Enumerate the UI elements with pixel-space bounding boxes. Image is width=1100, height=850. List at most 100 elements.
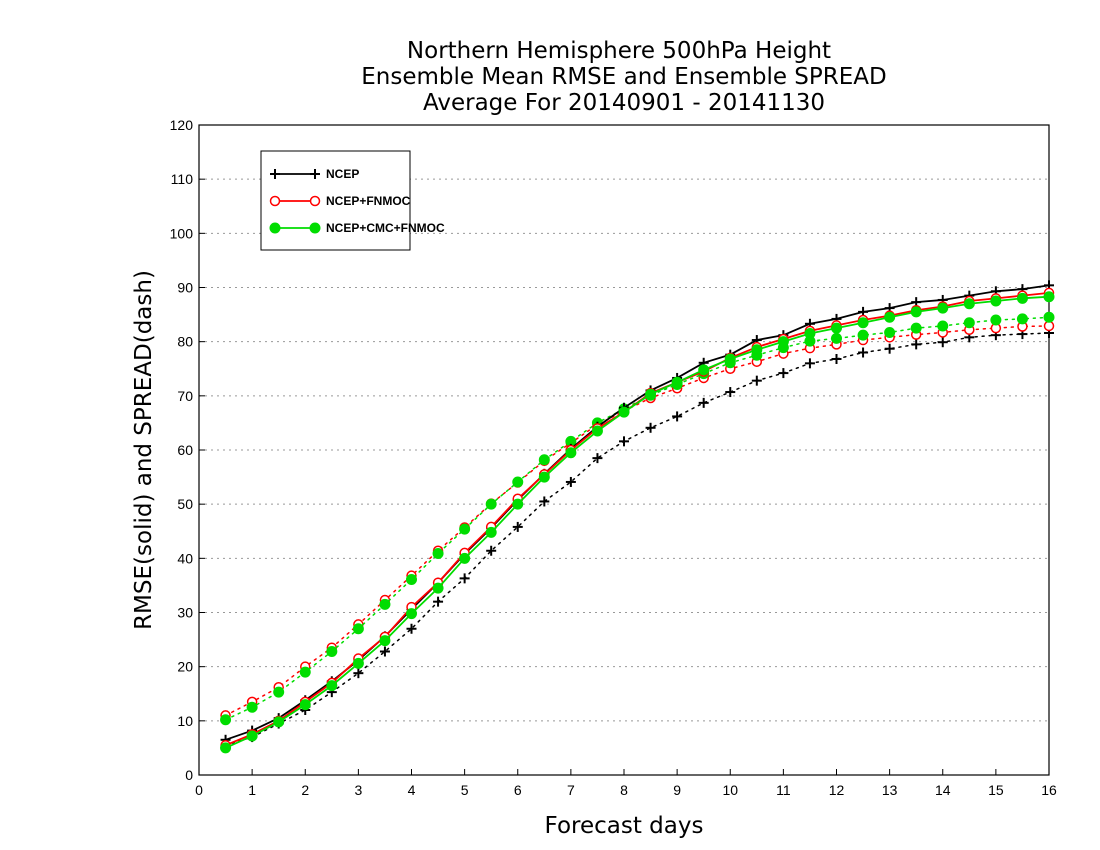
point-rmse-ncep-cmc-fnmoc	[379, 635, 391, 647]
y-tick-label: 20	[177, 659, 193, 675]
point-spread-ncep	[433, 596, 444, 607]
y-tick-label: 10	[177, 713, 193, 729]
series-rmse-line-ncep-fnmoc	[225, 292, 1050, 747]
x-tick-label: 15	[988, 782, 1004, 798]
y-axis-label: RMSE(solid) and SPREAD(dash)	[131, 270, 157, 630]
chart-title-line-2: Ensemble Mean RMSE and Ensemble SPREAD	[361, 64, 886, 90]
y-tick-label: 0	[185, 767, 193, 783]
point-spread-ncep	[459, 573, 470, 584]
x-tick-label: 14	[935, 782, 951, 798]
point-spread-ncep-cmc-fnmoc	[1043, 311, 1055, 323]
point-rmse-ncep-cmc-fnmoc	[857, 317, 869, 329]
x-tick-label: 13	[882, 782, 898, 798]
x-tick-label: 10	[722, 782, 738, 798]
x-tick-label: 1	[248, 782, 256, 798]
point-rmse-ncep-cmc-fnmoc	[884, 311, 896, 323]
point-spread-ncep	[698, 397, 709, 408]
point-spread-ncep-cmc-fnmoc	[857, 329, 869, 341]
point-spread-ncep-cmc-fnmoc	[459, 523, 471, 535]
series-spread-line-ncep	[224, 332, 1050, 746]
point-rmse-ncep-cmc-fnmoc	[831, 322, 842, 334]
y-tick-label: 70	[177, 388, 193, 404]
point-spread-ncep	[725, 387, 736, 398]
point-spread-ncep	[512, 521, 523, 532]
point-rmse-ncep-cmc-fnmoc	[432, 582, 444, 594]
point-spread-ncep	[778, 368, 789, 379]
point-spread-ncep-cmc-fnmoc	[326, 646, 338, 657]
series-layer	[220, 280, 1055, 754]
point-rmse-ncep-cmc-fnmoc	[538, 471, 550, 483]
x-tick-label: 16	[1041, 782, 1057, 798]
point-rmse-ncep-cmc-fnmoc	[645, 388, 657, 400]
x-tick-label: 4	[408, 782, 416, 798]
point-spread-ncep-cmc-fnmoc	[538, 454, 550, 466]
point-spread-ncep	[645, 422, 656, 433]
point-rmse-ncep-cmc-fnmoc	[299, 699, 311, 711]
point-spread-ncep	[804, 358, 815, 369]
point-spread-ncep	[379, 646, 390, 657]
point-spread-ncep-cmc-fnmoc	[299, 666, 311, 678]
point-spread-ncep-cmc-fnmoc	[273, 686, 285, 698]
x-axis-label: Forecast days	[545, 813, 704, 839]
legend-marker-ncep-cmc-fnmoc	[309, 222, 321, 234]
y-tick-label: 80	[177, 334, 193, 350]
point-spread-ncep	[911, 339, 922, 350]
point-spread-ncep	[884, 343, 895, 354]
legend-label-ncep: NCEP	[326, 167, 359, 181]
chart-title-line-3: Average For 20140901 - 20141130	[423, 90, 825, 116]
point-spread-ncep-cmc-fnmoc	[246, 701, 258, 713]
point-spread-ncep	[858, 347, 869, 358]
x-tick-label: 3	[354, 782, 362, 798]
chart-title-line-1: Northern Hemisphere 500hPa Height	[407, 38, 831, 64]
point-rmse-ncep-cmc-fnmoc	[220, 742, 232, 754]
y-tick-label: 40	[177, 550, 193, 566]
point-spread-ncep	[539, 496, 550, 507]
point-rmse-ncep-cmc-fnmoc	[963, 298, 975, 310]
point-rmse-ncep-cmc-fnmoc	[591, 425, 603, 437]
point-spread-ncep-cmc-fnmoc	[352, 623, 364, 635]
series-spread-line-ncep-cmc-fnmoc	[224, 316, 1050, 721]
legend-marker-ncep-cmc-fnmoc	[269, 222, 281, 234]
x-tick-label: 7	[567, 782, 575, 798]
point-spread-ncep-cmc-fnmoc	[1016, 313, 1028, 325]
y-tick-label: 110	[171, 171, 194, 187]
point-spread-ncep-cmc-fnmoc	[432, 547, 444, 559]
legend-marker-ncep	[310, 169, 320, 179]
x-tick-label: 9	[673, 782, 681, 798]
x-tick-label: 8	[620, 782, 628, 798]
gridlines	[199, 178, 1049, 722]
point-rmse-ncep-cmc-fnmoc	[352, 657, 364, 669]
point-rmse-ncep-cmc-fnmoc	[565, 447, 577, 459]
point-rmse-ncep-cmc-fnmoc	[698, 364, 710, 376]
x-tick-label: 2	[301, 782, 309, 798]
point-spread-ncep	[486, 545, 497, 556]
x-tick-label: 6	[514, 782, 522, 798]
x-tick-label: 0	[195, 782, 203, 798]
point-rmse-ncep-cmc-fnmoc	[937, 302, 949, 314]
point-spread-ncep-fnmoc	[1043, 320, 1055, 332]
point-spread-ncep	[406, 623, 417, 634]
point-spread-ncep	[565, 476, 576, 487]
legend-label-ncep-cmc-fnmoc: NCEP+CMC+FNMOC	[326, 221, 445, 235]
point-rmse-ncep-cmc-fnmoc	[406, 608, 417, 620]
x-tick-label: 5	[461, 782, 469, 798]
point-rmse-ncep-cmc-fnmoc	[1043, 291, 1055, 303]
point-rmse-ncep-cmc-fnmoc	[246, 730, 258, 742]
point-rmse-ncep-cmc-fnmoc	[910, 306, 922, 318]
point-spread-ncep-cmc-fnmoc	[485, 498, 497, 510]
point-rmse-ncep-cmc-fnmoc	[990, 295, 1002, 307]
point-spread-ncep	[592, 453, 603, 464]
point-spread-ncep-cmc-fnmoc	[910, 322, 922, 334]
point-spread-ncep	[937, 337, 948, 348]
legend-marker-ncep	[270, 169, 280, 179]
x-tick-label: 11	[776, 782, 791, 798]
point-rmse-ncep-cmc-fnmoc	[751, 344, 763, 356]
point-rmse-ncep-cmc-fnmoc	[618, 406, 630, 418]
point-spread-ncep-cmc-fnmoc	[220, 714, 232, 726]
y-tick-label: 50	[177, 496, 193, 512]
series-spread-line-ncep-fnmoc	[224, 325, 1050, 717]
point-spread-ncep-cmc-fnmoc	[990, 314, 1002, 326]
x-tick-label: 12	[829, 782, 845, 798]
